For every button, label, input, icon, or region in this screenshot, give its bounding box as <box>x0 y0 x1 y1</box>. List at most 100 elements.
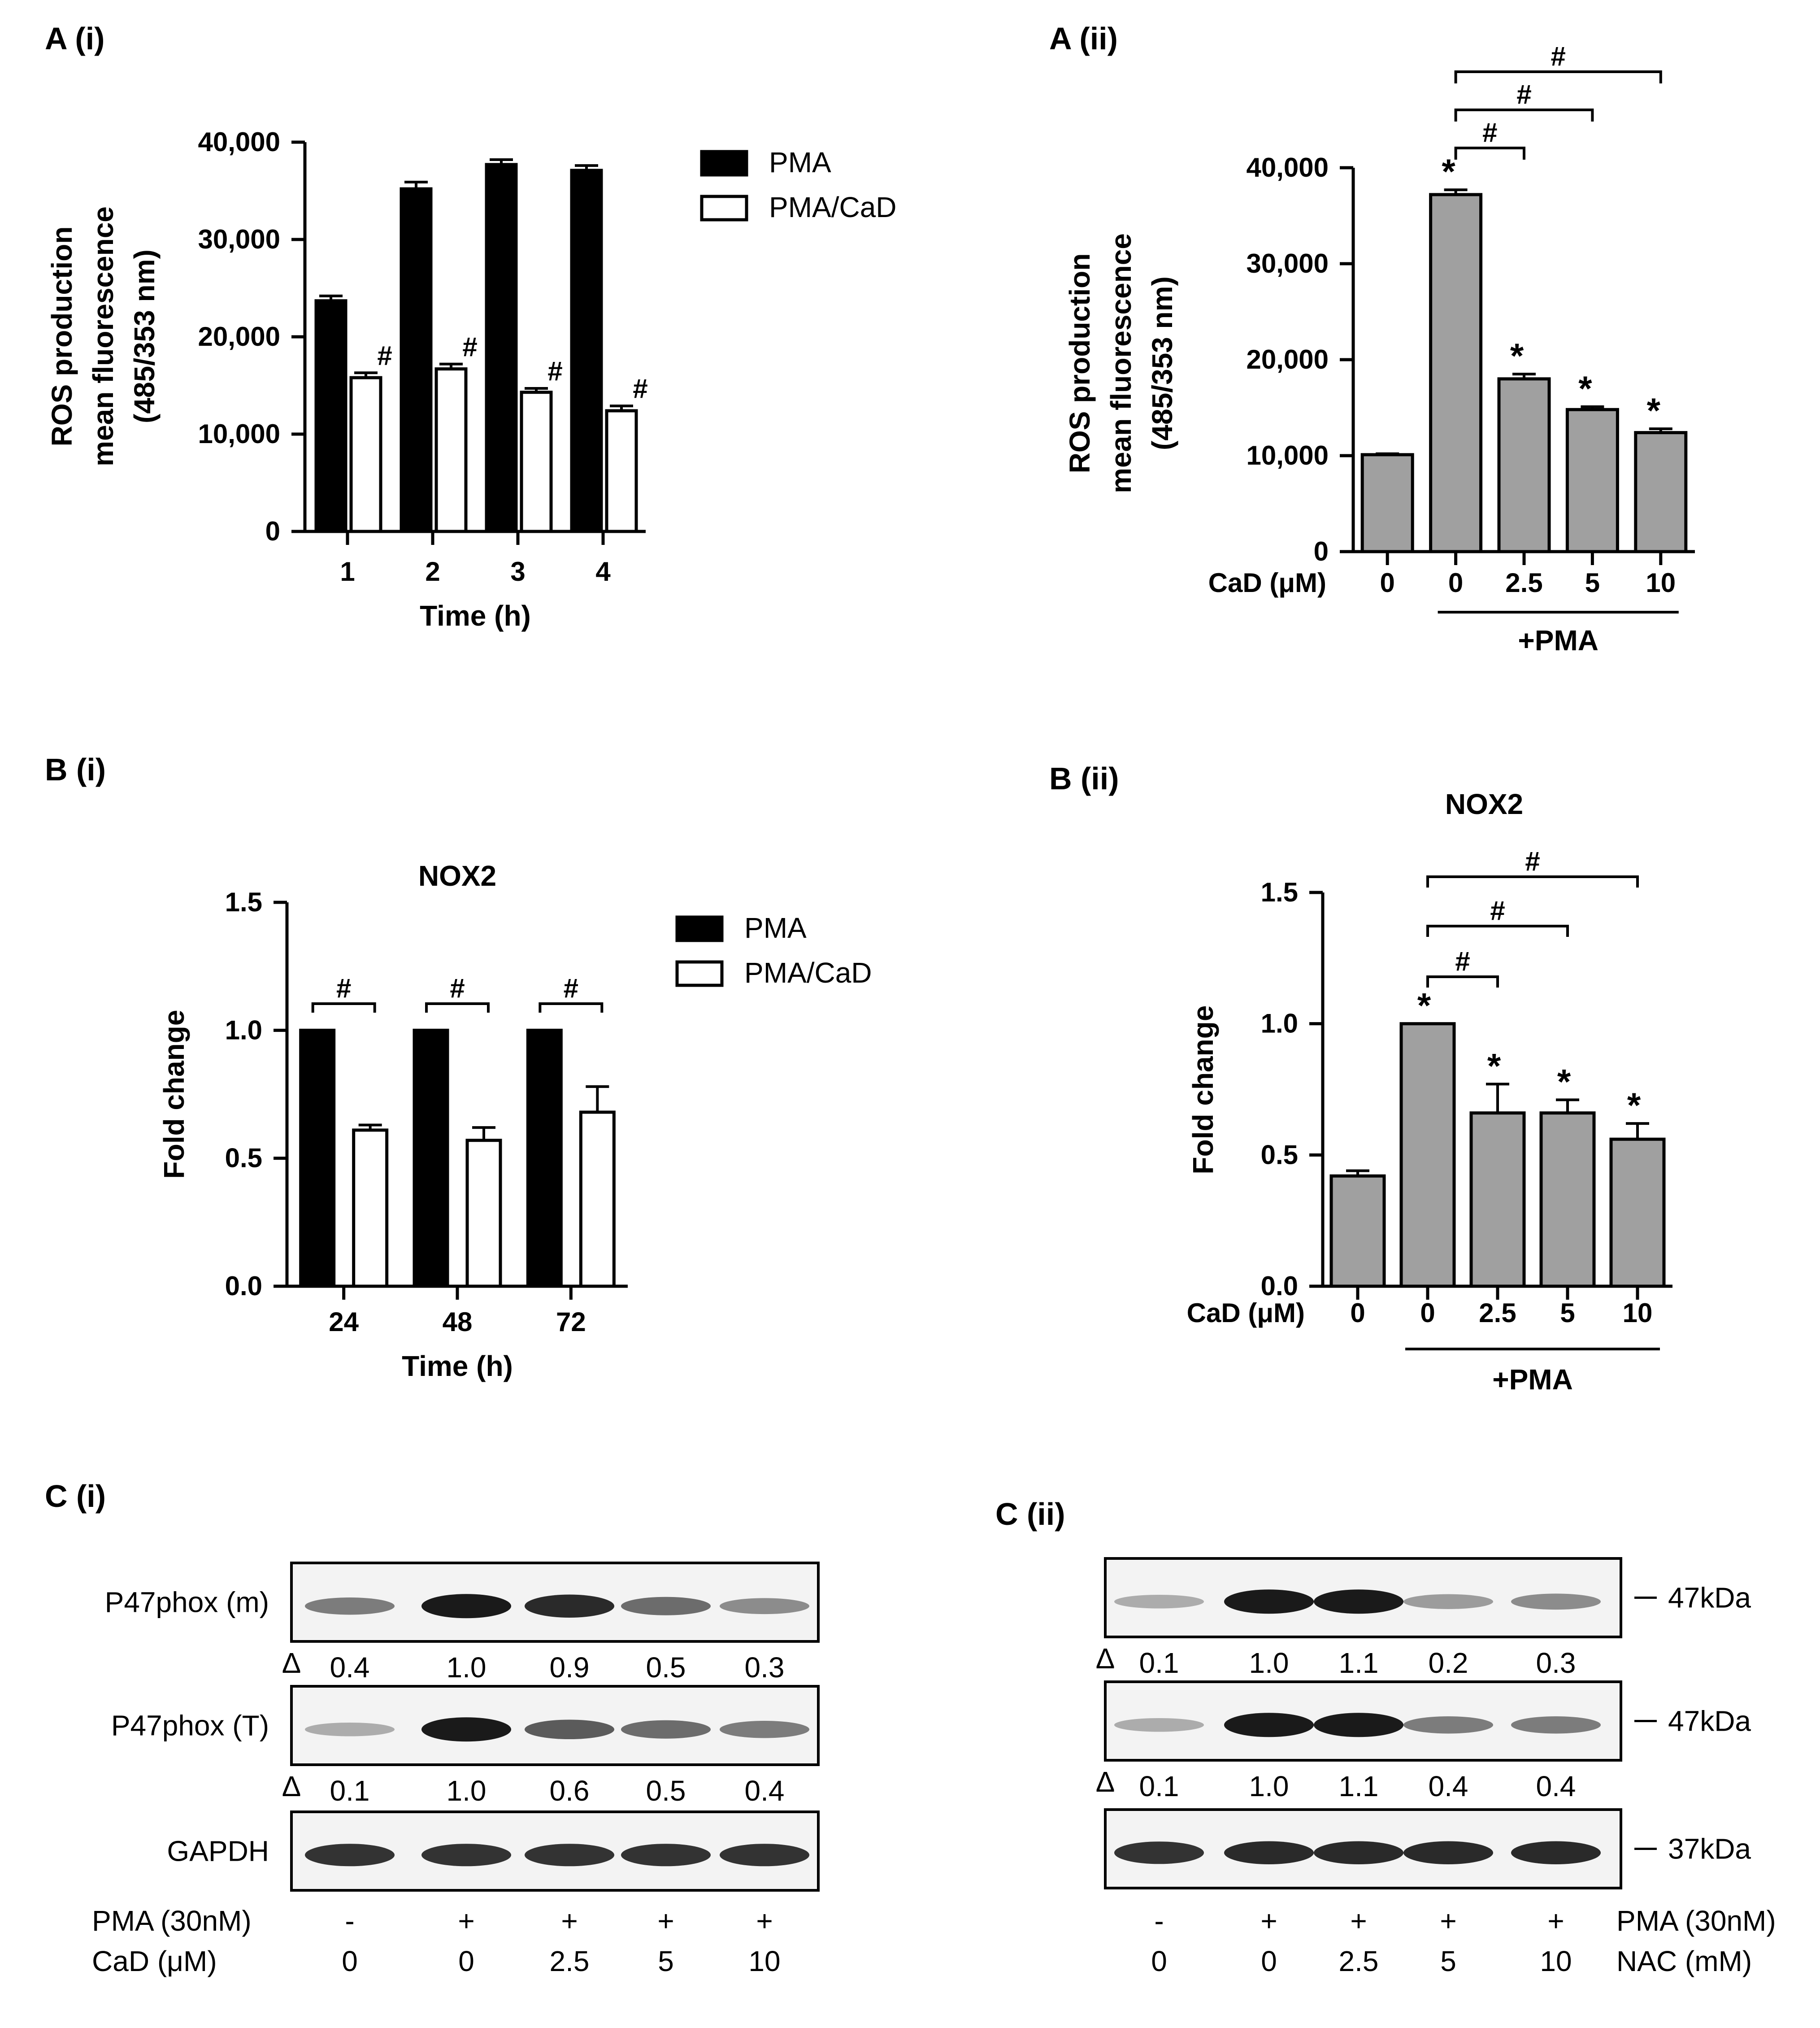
c-i-band <box>525 1844 614 1867</box>
b-i-ytick-label: 0.0 <box>225 1271 262 1301</box>
c-ii-band <box>1314 1589 1403 1614</box>
c-i-band <box>720 1844 809 1867</box>
b-ii-xtick-label: 5 <box>1560 1298 1575 1328</box>
a-i-legend-label-1: PMA/CaD <box>769 191 897 223</box>
a-ii-xtick-label: 10 <box>1646 568 1676 598</box>
c-i-quant-value: 0.3 <box>745 1651 785 1684</box>
c-i-treatment-value: + <box>756 1905 773 1937</box>
b-i-bracket <box>311 1002 376 1013</box>
a-i-bar <box>434 367 468 533</box>
b-ii-bracket <box>1426 975 1499 988</box>
c-ii-quant-value: 1.0 <box>1249 1770 1289 1802</box>
b-ii-xtick-label: 0 <box>1420 1298 1435 1328</box>
b-i-ytick-label: 1.5 <box>225 887 262 917</box>
c-ii-treatment-value: 2.5 <box>1339 1945 1379 1977</box>
c-ii-size-label: 47kDa <box>1668 1582 1751 1614</box>
c-i-band <box>421 1717 511 1742</box>
chart-a-ii: 0 10,000 20,000 30,000 40,000 0 0 * 2.5 * 5 * 10 * CaD… <box>1064 41 1695 657</box>
c-ii-band <box>1224 1841 1314 1864</box>
western-blot-c-ii: 47kDa Δ 0.1 1.0 1.1 0.2 0.3 47kDa Δ 0.1 1.0 1.1 0.4 0… <box>1096 1557 1776 1977</box>
c-i-quant-value: 0.1 <box>330 1775 370 1807</box>
c-ii-treatment-value: + <box>1440 1905 1456 1937</box>
b-ii-ytick-label: 0.5 <box>1261 1140 1298 1170</box>
b-ii-bracket <box>1426 875 1639 888</box>
c-i-band <box>305 1722 395 1736</box>
c-ii-treatment-label: PMA (30nM) <box>1616 1905 1776 1937</box>
c-ii-band <box>1114 1594 1204 1609</box>
b-i-bar <box>465 1139 502 1288</box>
b-i-legend-swatch-1 <box>675 960 724 987</box>
a-i-bar <box>605 409 638 533</box>
a-ii-bar <box>1497 377 1551 553</box>
c-ii-delta: Δ <box>1096 1766 1115 1798</box>
c-ii-treatment-label: NAC (mM) <box>1616 1945 1752 1977</box>
a-ii-sig-mark: * <box>1510 336 1524 375</box>
b-ii-bracket-label: # <box>1490 896 1505 926</box>
c-i-quant-value: 0.5 <box>646 1775 686 1807</box>
b-i-xtick-label: 72 <box>556 1307 586 1337</box>
a-i-y-label: ROS production mean fluorescence (485/353 … <box>46 206 161 466</box>
panel-label-a-ii: A (ii) <box>1049 21 1118 56</box>
a-ii-ytick-label: 20,000 <box>1246 344 1329 374</box>
b-i-bracket <box>425 1002 490 1013</box>
a-i-bar <box>349 376 382 533</box>
b-i-xtick-label: 24 <box>329 1307 359 1337</box>
c-i-treatment-value: + <box>458 1905 474 1937</box>
a-i-ytick-label: 20,000 <box>198 322 280 352</box>
b-ii-xtick-label: 2.5 <box>1479 1298 1516 1328</box>
c-i-quant-value: 0.6 <box>550 1775 590 1807</box>
b-i-x-label: Time (h) <box>402 1350 513 1382</box>
a-ii-sig-mark: * <box>1578 369 1592 408</box>
b-ii-y-label: Fold change <box>1187 1005 1219 1175</box>
c-i-band <box>621 1844 711 1867</box>
c-ii-band <box>1403 1841 1493 1864</box>
c-i-quant-value: 0.4 <box>745 1775 785 1807</box>
c-i-treatment-value: 0 <box>342 1945 358 1977</box>
c-ii-band <box>1224 1589 1314 1614</box>
b-ii-sig-mark: * <box>1417 986 1431 1025</box>
c-ii-quant-value: 0.4 <box>1536 1770 1576 1802</box>
c-ii-band <box>1511 1716 1601 1734</box>
b-ii-bar <box>1609 1137 1666 1288</box>
c-ii-quant-value: 1.1 <box>1339 1647 1379 1679</box>
panel-label-c-ii: C (ii) <box>995 1497 1065 1532</box>
b-i-bracket-label: # <box>564 973 578 1003</box>
c-ii-band <box>1511 1593 1601 1610</box>
c-ii-treatment-value: 0 <box>1151 1945 1167 1977</box>
a-i-legend-swatch-1 <box>700 195 748 222</box>
c-ii-treatment-value: 5 <box>1440 1945 1456 1977</box>
b-i-bar <box>526 1028 563 1288</box>
b-i-bracket-label: # <box>336 973 351 1003</box>
b-i-bracket-label: # <box>450 973 465 1003</box>
c-i-band <box>720 1598 809 1615</box>
c-ii-quant-value: 0.4 <box>1429 1770 1468 1802</box>
c-ii-treatment-value: + <box>1260 1905 1277 1937</box>
a-i-xtick-label: 3 <box>510 557 525 587</box>
b-ii-title: NOX2 <box>1445 788 1523 820</box>
a-i-sig-mark: # <box>462 332 477 362</box>
b-i-legend-label-0: PMA <box>744 912 807 944</box>
c-i-band <box>305 1597 395 1615</box>
a-ii-bracket-label: # <box>1551 41 1566 71</box>
chart-b-ii: 0.0 0.5 1.0 1.5 0 0 * 2.5 * 5 * 10 * CaD (μM) +PMA NOX2… <box>1187 788 1672 1396</box>
c-ii-treatment-value: 10 <box>1540 1945 1572 1977</box>
a-ii-bar <box>1565 408 1619 553</box>
b-ii-bar <box>1399 1022 1456 1288</box>
a-i-x-label: Time (h) <box>420 600 531 632</box>
c-i-band <box>621 1597 711 1615</box>
c-ii-treatment-value: 0 <box>1261 1945 1277 1977</box>
b-i-bar <box>579 1110 616 1288</box>
c-ii-quant-value: 1.0 <box>1249 1647 1289 1679</box>
c-ii-band <box>1511 1841 1601 1864</box>
b-ii-sig-mark: * <box>1627 1085 1641 1125</box>
c-ii-size-label: 37kDa <box>1668 1833 1751 1865</box>
b-i-bar <box>413 1028 449 1288</box>
b-ii-group-label: +PMA <box>1492 1363 1573 1396</box>
a-ii-xtick-label: 0 <box>1380 568 1395 598</box>
a-ii-ytick-label: 0 <box>1314 536 1329 566</box>
b-ii-ytick-label: 1.5 <box>1261 877 1298 907</box>
c-i-quant-value: 0.9 <box>550 1651 590 1684</box>
b-ii-ytick-label: 0.0 <box>1261 1271 1298 1301</box>
